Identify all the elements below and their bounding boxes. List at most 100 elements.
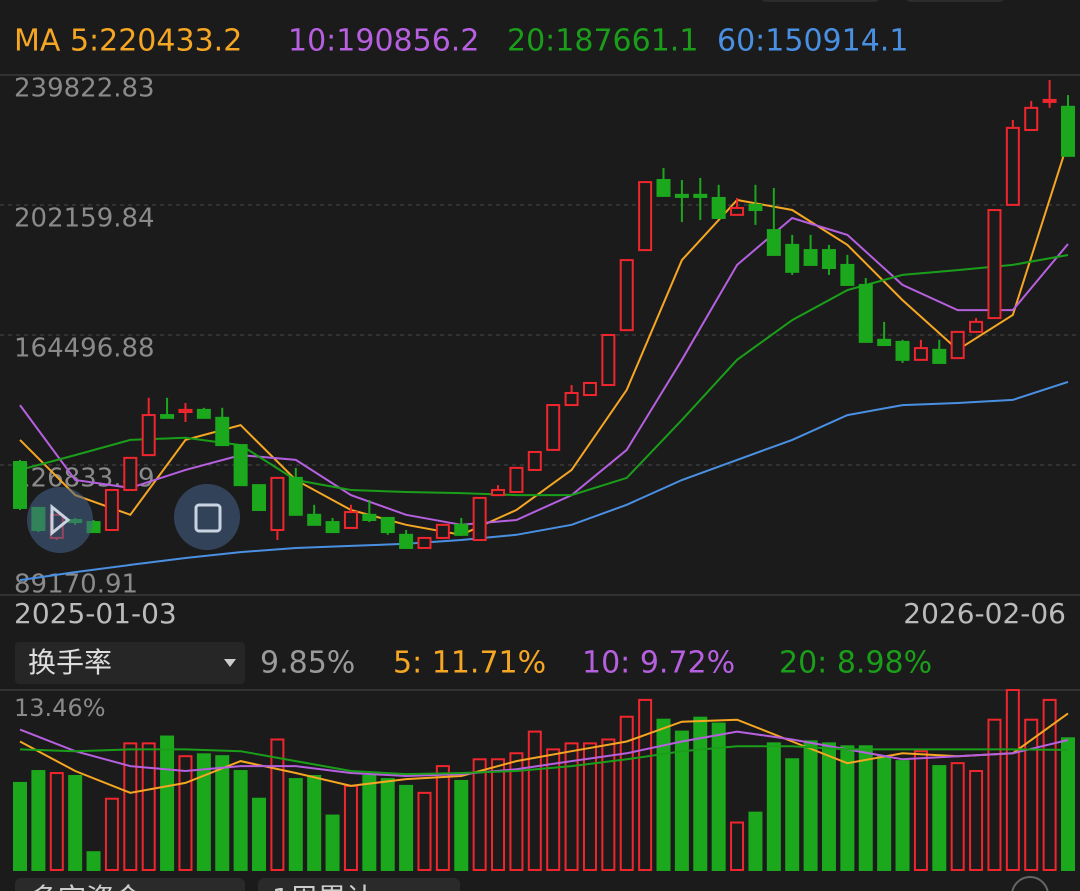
candle-body (656, 179, 671, 197)
turnover-bar (233, 770, 248, 871)
float-icon (50, 503, 71, 537)
top-button[interactable] (905, 0, 1005, 2)
candle-body (380, 516, 395, 534)
turnover-panel: 13.46% 5: 11.71% 10: 9.72% 20: 8.98% (0, 646, 1080, 872)
candle-body (877, 338, 892, 346)
top-button[interactable] (760, 0, 880, 2)
candle-body (730, 206, 745, 216)
candle-body (674, 193, 689, 198)
turnover-bar (582, 742, 597, 871)
ma-line (19, 745, 1069, 776)
x-tick-label: 2026-02-06 (903, 597, 1066, 630)
candle-body (821, 249, 836, 270)
y-tick-label: 89170.91 (14, 570, 138, 600)
turnover-bar (68, 774, 83, 871)
turnover-bar (435, 765, 450, 871)
price-panel: 239822.83202159.84164496.88126833.898917… (0, 24, 1080, 630)
candle-body (638, 181, 653, 252)
turnover-bar (252, 797, 267, 872)
overlay-buttons (27, 484, 240, 553)
candle-body (343, 511, 358, 529)
turnover-bar (1024, 718, 1039, 872)
candle-body (1042, 98, 1057, 103)
ma-line (19, 141, 1069, 536)
candle-body (564, 391, 579, 407)
candle-body (472, 496, 487, 542)
candle-body (748, 203, 763, 212)
turnover-bar (730, 821, 745, 871)
turnover-bar (564, 742, 579, 871)
footer-tab[interactable] (258, 878, 460, 891)
candle-body (913, 347, 928, 361)
turnover-bar (380, 778, 395, 872)
turnover-bar (821, 742, 836, 871)
candle-body (895, 340, 910, 361)
dropdown-arrow (224, 659, 236, 667)
turnover-bar (766, 742, 781, 871)
candle-body (123, 456, 138, 491)
legend-entry: 10: 9.72% (582, 646, 735, 681)
candle-body (13, 461, 27, 509)
turnover-bar (31, 770, 46, 871)
turnover-bar (123, 742, 138, 871)
turnover-bar (969, 770, 984, 871)
candle-body (527, 451, 542, 471)
turnover-bar (858, 745, 873, 872)
candle-body (858, 283, 873, 343)
turnover-bar (270, 738, 285, 871)
candle-body (509, 466, 524, 494)
turnover-bar (895, 760, 910, 871)
turnover-bar (399, 784, 414, 871)
candle-body (803, 249, 818, 266)
candle-body (399, 533, 414, 549)
candle-body (969, 320, 984, 333)
turnover-bar (104, 797, 119, 872)
legend-entry: 20:187661.1 (507, 24, 698, 59)
candle-body (104, 488, 119, 532)
turnover-bar (803, 740, 818, 872)
candle-body (252, 484, 267, 511)
candle-body (417, 536, 432, 549)
turnover-bar (141, 742, 156, 871)
candle-body (987, 209, 1002, 320)
legend-entry: 5: 11.71% (393, 646, 546, 681)
turnover-bar (987, 718, 1002, 872)
turnover-bar (325, 814, 340, 872)
turnover-bar (711, 722, 726, 871)
candle-body (619, 259, 634, 332)
candle-body (362, 513, 377, 521)
turnover-bar (491, 758, 506, 871)
turnover-bar (417, 791, 432, 871)
turnover-bar (13, 781, 27, 872)
y-tick-label: 13.46% (14, 694, 106, 722)
turnover-bar (343, 784, 358, 871)
dropdown-label: 换手率 (28, 646, 112, 679)
float-button[interactable] (174, 484, 240, 550)
candle-body (196, 408, 211, 419)
turnover-bar (601, 738, 616, 871)
turnover-bar (1042, 698, 1057, 872)
ma-line (19, 712, 1069, 794)
candle-body (1024, 106, 1039, 131)
indicator-dropdown[interactable] (15, 642, 245, 684)
turnover-bar (49, 772, 64, 872)
ma-line (19, 728, 1069, 778)
turnover-bar (619, 715, 634, 871)
footer-tab-label: 1周累计 (272, 882, 374, 891)
turnover-bar (196, 753, 211, 871)
float-button[interactable] (27, 487, 93, 553)
candle-body (435, 523, 450, 539)
turnover-bar (307, 774, 322, 871)
candle-body (178, 408, 193, 413)
footer-tab[interactable] (15, 878, 245, 891)
candle-body (693, 193, 708, 198)
turnover-bar (86, 851, 101, 872)
turnover-bar (546, 748, 561, 871)
candle-body (325, 521, 340, 534)
turnover-bar (656, 718, 671, 872)
legend-entry: MA 5:220433.2 (14, 24, 242, 59)
candle-body (307, 513, 322, 526)
footer-icon[interactable] (1011, 876, 1049, 891)
